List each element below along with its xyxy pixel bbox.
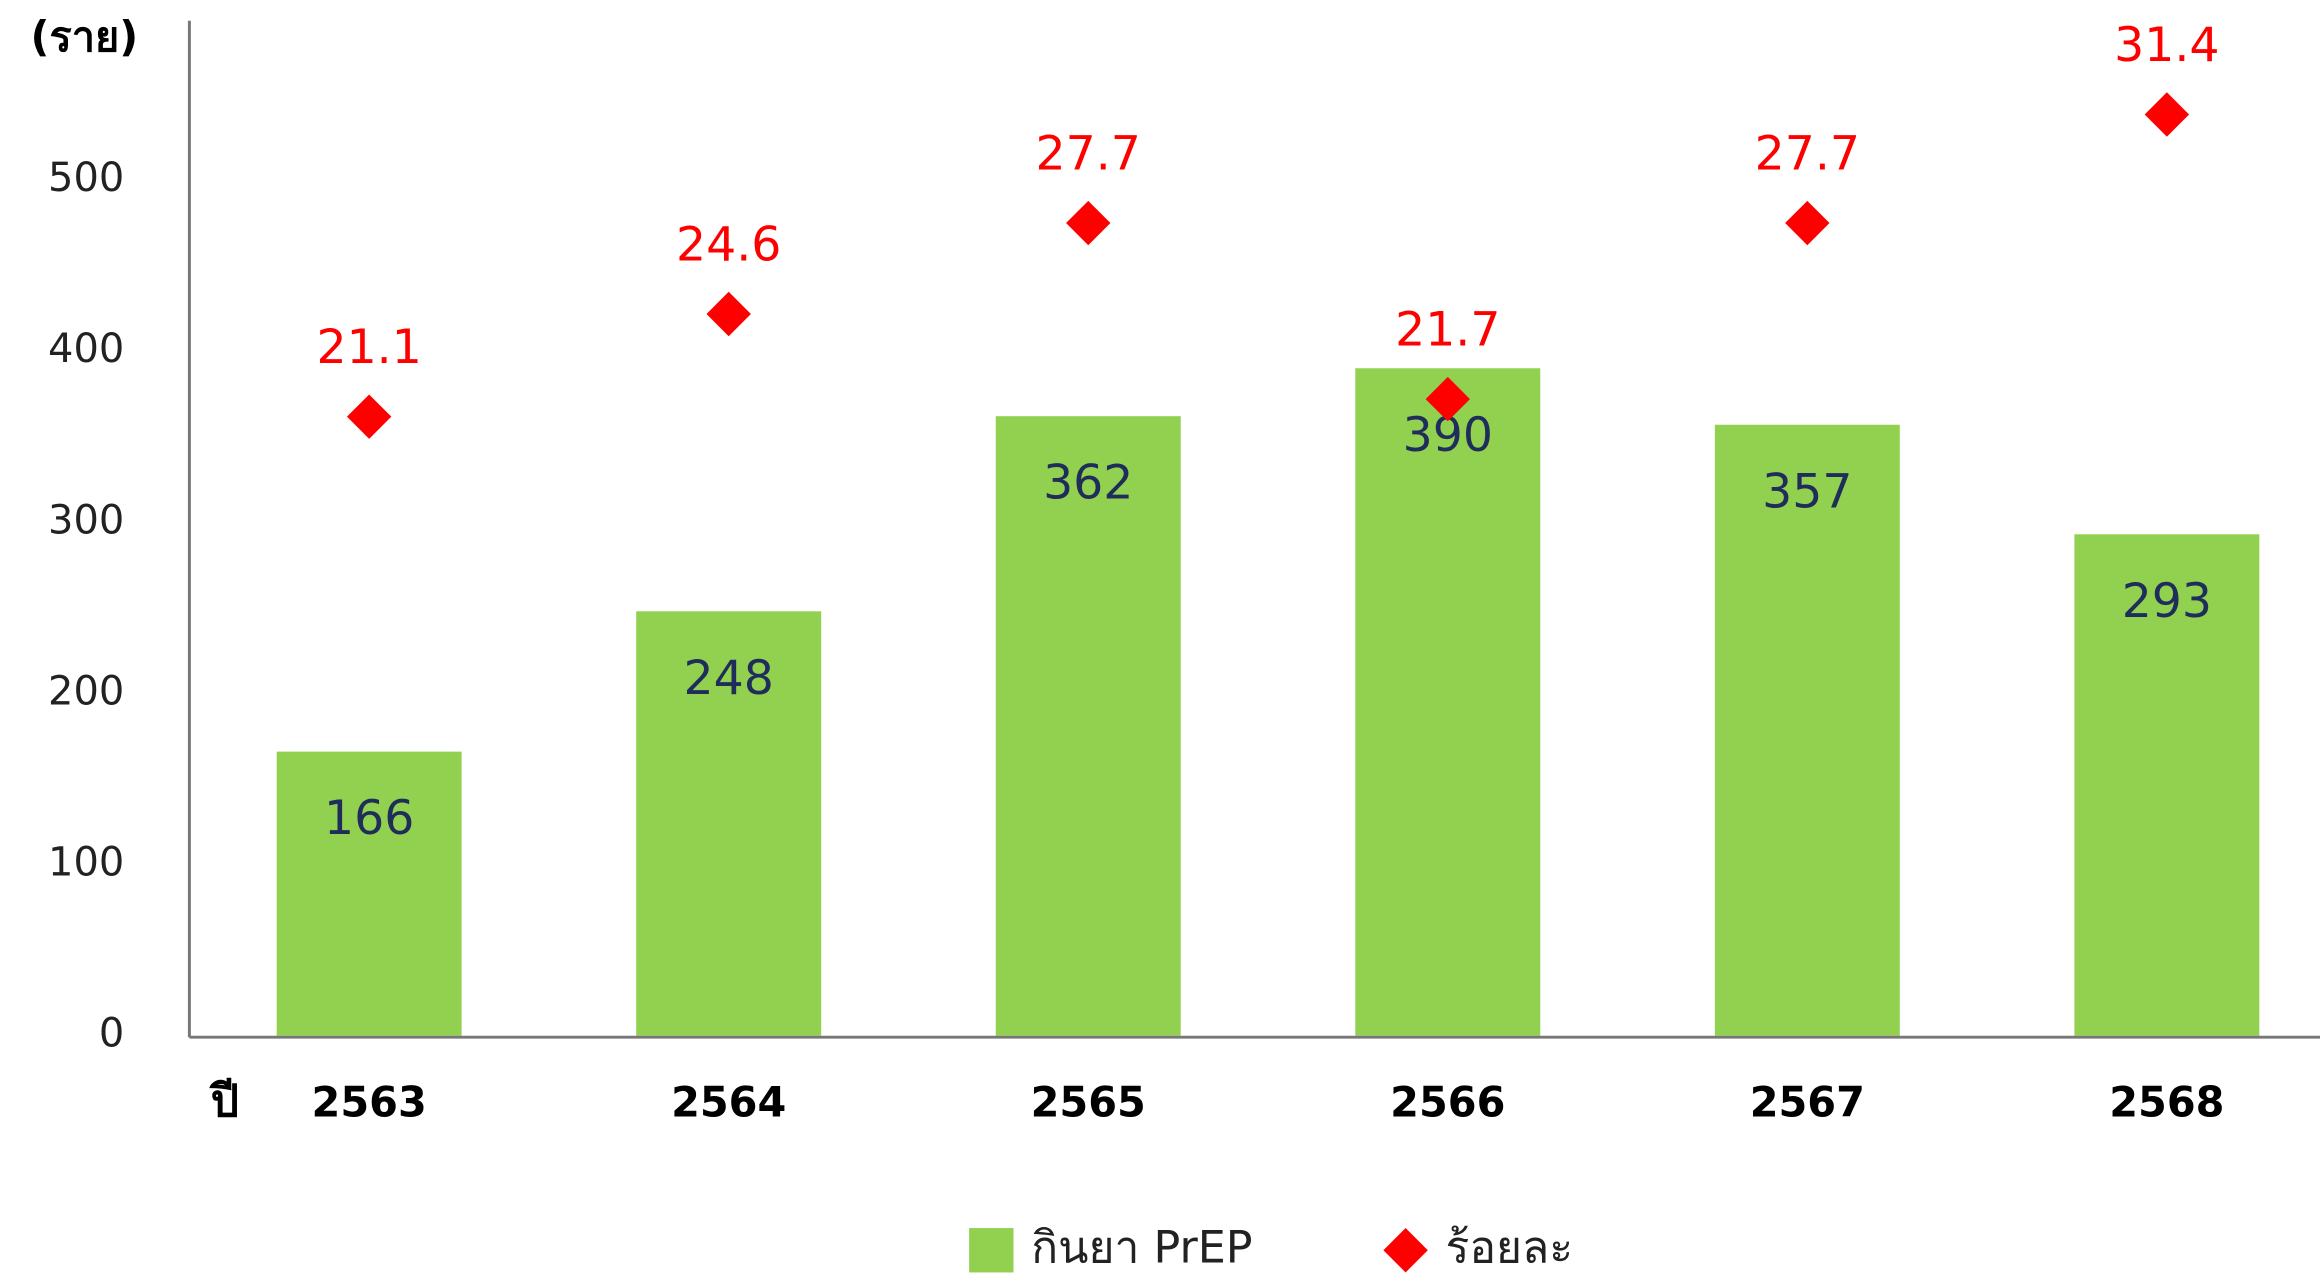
bar — [276, 751, 462, 1036]
bar — [636, 611, 822, 1036]
diamond-marker — [1066, 200, 1111, 246]
legend-label: กินยา PrEP — [1031, 1222, 1252, 1273]
percent-value-label: 27.7 — [1755, 126, 1860, 181]
y-tick-label: 500 — [48, 155, 124, 201]
x-tick-label: 2564 — [671, 1078, 786, 1126]
y-tick-label: 200 — [48, 668, 124, 714]
legend-swatch — [969, 1228, 1014, 1273]
bar-value-label: 166 — [324, 791, 414, 846]
x-tick-label: 2567 — [1750, 1078, 1865, 1126]
x-tick-label: 2565 — [1031, 1078, 1146, 1126]
percent-value-label: 27.7 — [1036, 126, 1141, 181]
y-axis-label: (ราย) — [31, 13, 139, 61]
diamond-marker — [1785, 200, 1830, 246]
x-axis-label: ปี — [209, 1076, 239, 1127]
bar-value-label: 248 — [684, 651, 774, 706]
y-tick-label: 400 — [48, 326, 124, 372]
bar — [1355, 368, 1541, 1036]
percent-value-label: 21.7 — [1395, 302, 1500, 357]
x-tick-label: 2568 — [2109, 1078, 2224, 1126]
bar-value-label: 357 — [1762, 464, 1852, 519]
y-tick-label: 300 — [48, 497, 124, 543]
bar — [1714, 424, 1900, 1036]
y-tick-label: 0 — [99, 1011, 124, 1057]
y-tick-label: 100 — [48, 840, 124, 886]
x-tick-label: 2566 — [1390, 1078, 1505, 1126]
bar-value-label: 362 — [1043, 456, 1133, 511]
bar-value-label: 293 — [2122, 574, 2212, 629]
x-tick-label: 2563 — [312, 1078, 427, 1126]
legend-swatch — [1383, 1228, 1428, 1273]
percent-value-label: 21.1 — [316, 320, 421, 375]
diamond-marker — [706, 291, 751, 337]
bar — [2074, 534, 2260, 1036]
legend-label: ร้อยละ — [1446, 1222, 1574, 1273]
percent-value-label: 31.4 — [2114, 18, 2219, 73]
diamond-marker — [346, 394, 392, 439]
percent-value-label: 24.6 — [676, 217, 781, 272]
diamond-marker — [2144, 92, 2190, 137]
bar — [995, 416, 1181, 1036]
